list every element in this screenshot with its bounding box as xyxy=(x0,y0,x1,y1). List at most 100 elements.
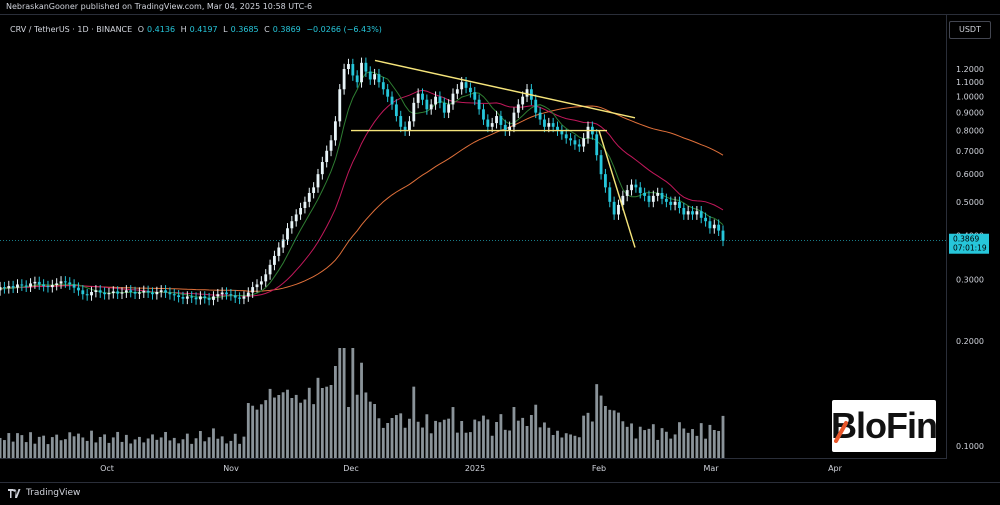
candle-body xyxy=(712,224,716,229)
candle-body xyxy=(168,292,172,295)
volume-bar xyxy=(521,417,525,458)
candle-body xyxy=(512,112,516,127)
time-axis[interactable] xyxy=(0,458,946,483)
candle-body xyxy=(212,296,215,300)
candle-body xyxy=(177,295,181,298)
volume-bar xyxy=(451,407,455,458)
candle-body xyxy=(320,162,324,175)
candle-body xyxy=(673,201,677,205)
volume-bar xyxy=(94,442,98,458)
candle-body xyxy=(538,112,542,120)
tradingview-icon xyxy=(8,488,21,498)
candle-body xyxy=(442,102,446,113)
volume-bar xyxy=(29,432,32,458)
candle-body xyxy=(7,286,11,289)
candle-body xyxy=(368,71,372,80)
candle-body xyxy=(50,284,54,288)
currency-button[interactable]: USDT xyxy=(949,21,991,39)
candle-body xyxy=(381,82,385,90)
candle-body xyxy=(77,287,80,291)
volume-bar xyxy=(281,392,285,458)
candle-body xyxy=(16,284,19,288)
footer-bar xyxy=(0,482,1000,505)
chart-pane[interactable] xyxy=(0,14,946,459)
volume-bar xyxy=(373,404,377,458)
candle-body xyxy=(586,126,590,139)
candle-body xyxy=(686,211,690,215)
price-tick-label: 1.1000 xyxy=(956,78,984,87)
volume-bar xyxy=(50,437,54,458)
volume-bar xyxy=(116,431,120,458)
volume-bar xyxy=(325,386,329,458)
volume-bar xyxy=(207,437,211,458)
volume-bar xyxy=(508,430,512,458)
candle-body xyxy=(499,116,503,125)
volume-bar xyxy=(390,418,394,458)
tradingview-logo[interactable]: TradingView xyxy=(8,488,80,498)
volume-bar xyxy=(399,413,403,458)
candle-body xyxy=(33,281,37,284)
volume-bar xyxy=(603,406,607,458)
volume-bar xyxy=(146,438,150,458)
volume-bar xyxy=(695,435,699,458)
candle-body xyxy=(451,93,455,105)
volume-bar xyxy=(11,441,15,458)
volume-bar xyxy=(586,412,590,458)
volume-bar xyxy=(543,422,546,458)
volume-bar xyxy=(37,436,41,458)
volume-bar xyxy=(63,439,67,458)
candle-body xyxy=(447,104,451,113)
time-tick-label: 2025 xyxy=(465,464,485,473)
volume-bar xyxy=(708,424,712,458)
volume-bar xyxy=(103,434,107,458)
candle-body xyxy=(246,292,250,297)
volume-bar xyxy=(699,423,703,458)
candle-body xyxy=(364,62,368,72)
low-label: L xyxy=(223,25,228,34)
blofin-logo: BloFin xyxy=(831,400,938,452)
high-value: 0.4197 xyxy=(189,25,218,34)
volume-bar xyxy=(412,386,416,458)
volume-bar xyxy=(429,433,433,458)
candle-body xyxy=(704,217,707,222)
candle-body xyxy=(159,290,163,292)
candle-body xyxy=(669,201,673,205)
volume-bar xyxy=(55,434,59,458)
volume-bar xyxy=(190,443,194,458)
volume-bar xyxy=(621,421,625,458)
symbol-title[interactable]: CRV / TetherUS · 1D · BINANCE xyxy=(10,25,133,34)
candle-body xyxy=(377,74,381,83)
volume-bar xyxy=(85,440,89,458)
candle-body xyxy=(534,99,538,113)
candle-body xyxy=(460,82,464,90)
candle-body xyxy=(416,93,420,103)
candle-body xyxy=(421,93,424,100)
candle-body xyxy=(569,138,572,141)
volume-bar xyxy=(194,438,198,458)
candle-body xyxy=(477,99,481,110)
candle-body xyxy=(438,96,442,103)
candle-body xyxy=(203,296,207,299)
candle-body xyxy=(172,294,176,296)
candle-body xyxy=(124,290,128,293)
volume-bar xyxy=(364,392,368,458)
ma-long-line xyxy=(0,105,724,292)
candle-body xyxy=(647,195,651,202)
candle-body xyxy=(617,204,620,215)
candle-body xyxy=(290,221,294,229)
candle-body xyxy=(708,221,712,229)
volume-bar xyxy=(320,388,324,458)
volume-bar xyxy=(678,422,681,458)
candle-body xyxy=(695,211,699,215)
candle-body xyxy=(342,69,346,90)
volume-bar xyxy=(599,395,603,458)
volume-bar xyxy=(486,419,490,458)
candle-body xyxy=(390,96,394,105)
volume-bar xyxy=(564,433,568,458)
open-label: O xyxy=(137,25,145,34)
volume-bar xyxy=(425,414,429,458)
time-tick-label: Oct xyxy=(100,464,114,473)
volume-bar xyxy=(638,426,642,458)
